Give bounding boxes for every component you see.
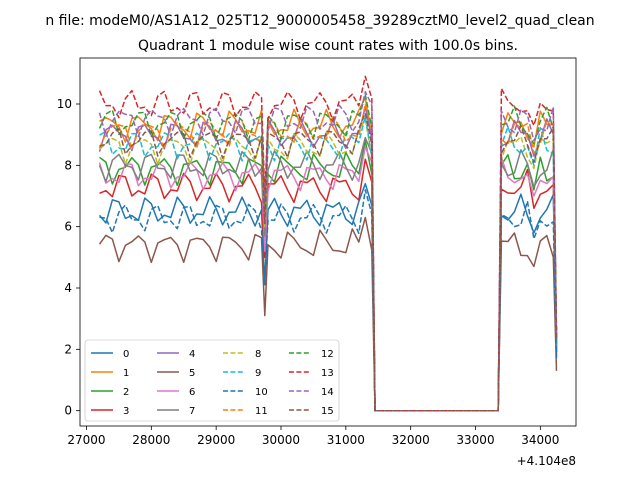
figure-suptitle: n file: modeM0/AS1A12_025T12_9000005458_… (45, 13, 594, 29)
x-tick-label: 33000 (456, 433, 494, 447)
series-line-13 (98, 75, 558, 412)
legend-label-9: 9 (255, 368, 261, 379)
y-tick-label: 10 (57, 97, 72, 111)
plot-frame (79, 57, 577, 427)
legend-label-7: 7 (189, 406, 195, 417)
x-tick-label: 30000 (262, 433, 300, 447)
legend-label-15: 15 (321, 406, 334, 417)
legend-box (84, 339, 340, 422)
series-layer (98, 75, 558, 412)
legend-label-8: 8 (255, 349, 261, 360)
legend-label-0: 0 (123, 349, 129, 360)
y-tick-label: 0 (64, 404, 72, 418)
legend-label-13: 13 (321, 368, 334, 379)
x-tick-label: 31000 (327, 433, 365, 447)
y-tick-label: 8 (64, 158, 72, 172)
legend-label-14: 14 (321, 387, 334, 398)
x-tick-label: 34000 (521, 433, 559, 447)
legend-label-2: 2 (123, 387, 129, 398)
legend-label-12: 12 (321, 349, 334, 360)
x-tick-label: 32000 (392, 433, 430, 447)
y-tick-label: 6 (64, 220, 72, 234)
legend-label-5: 5 (189, 368, 195, 379)
chart-title: Quadrant 1 module wise count rates with … (138, 38, 518, 54)
y-tick-label: 2 (64, 342, 72, 356)
axes-layer: 27000 28000 29000 30000 31000 32000 33000 34000… (57, 57, 577, 447)
y-tick-label: 4 (64, 281, 72, 295)
legend-label-6: 6 (189, 387, 195, 398)
legend-label-11: 11 (255, 406, 268, 417)
legend-label-4: 4 (189, 349, 195, 360)
legend-label-1: 1 (123, 368, 129, 379)
series-line-14 (98, 90, 558, 412)
legend-label-10: 10 (255, 387, 268, 398)
x-tick-label: 27000 (67, 433, 105, 447)
x-tick-label: 29000 (197, 433, 235, 447)
legend-label-3: 3 (123, 406, 129, 417)
x-tick-label: 28000 (132, 433, 170, 447)
x-offset-label: +4.104e8 (517, 454, 576, 468)
